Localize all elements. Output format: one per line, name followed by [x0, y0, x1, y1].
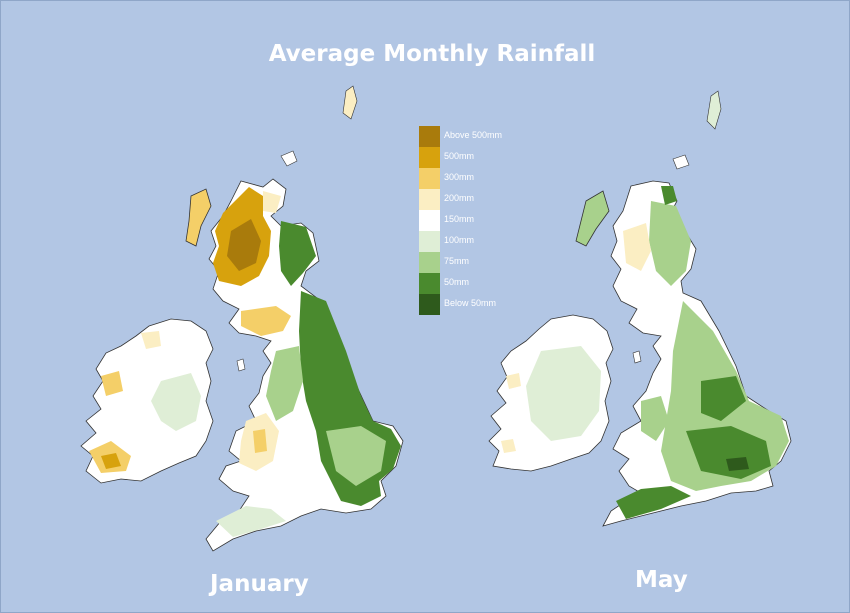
figure-title: Average Monthly Rainfall [268, 41, 596, 67]
ireland-landmass [80, 318, 214, 484]
legend-swatch [419, 189, 440, 210]
legend-item: 100mm [419, 231, 529, 252]
legend-item: 50mm [419, 273, 529, 294]
legend-item: Above 500mm [419, 126, 529, 147]
ireland-green [151, 373, 201, 431]
legend-label: 300mm [444, 172, 475, 182]
legend-item: 300mm [419, 168, 529, 189]
legend-item: 500mm [419, 147, 529, 168]
legend-swatch [419, 252, 440, 273]
legend-item: 150mm [419, 210, 529, 231]
month-label-january: January [210, 571, 309, 597]
legend-label: 150mm [444, 214, 475, 224]
legend-label: Below 50mm [444, 298, 497, 308]
legend-swatch [419, 273, 440, 294]
legend-label: 500mm [444, 151, 475, 161]
legend-swatch [419, 168, 440, 189]
legend-item: 75mm [419, 252, 529, 273]
legend-swatch [419, 231, 440, 252]
month-label-may: May [635, 567, 688, 593]
legend-swatch [419, 126, 440, 147]
legend-swatch [419, 294, 440, 315]
legend-label: 75mm [444, 256, 470, 266]
legend-label: Above 500mm [444, 130, 503, 140]
legend-swatch [419, 210, 440, 231]
legend-item: Below 50mm [419, 294, 529, 315]
legend-item: 200mm [419, 189, 529, 210]
legend-label: 50mm [444, 277, 470, 287]
legend-swatch [419, 147, 440, 168]
legend-label: 100mm [444, 235, 475, 245]
legend-label: 200mm [444, 193, 475, 203]
